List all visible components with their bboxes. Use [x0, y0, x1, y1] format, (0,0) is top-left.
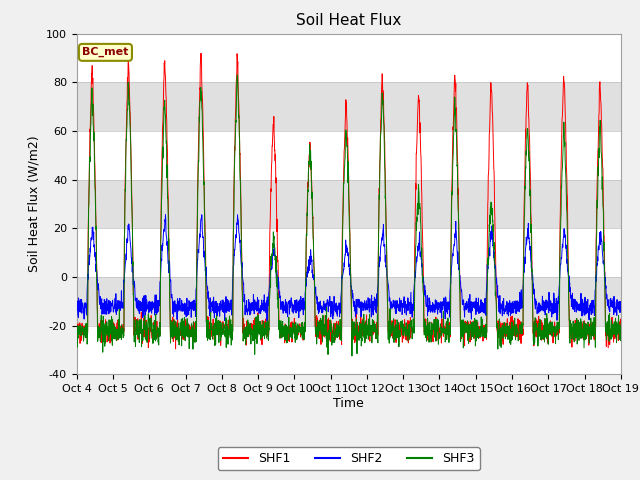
- SHF1: [584, 333, 592, 339]
- Bar: [77, 326, 621, 374]
- Title: Soil Heat Flux: Soil Heat Flux: [296, 13, 401, 28]
- Bar: [77, 228, 621, 277]
- SHF3: [365, 332, 372, 337]
- SHF1: [197, 50, 205, 56]
- SHF1: [73, 329, 81, 335]
- SHF2: [263, 318, 271, 324]
- SHF1: [377, 118, 385, 123]
- Line: SHF1: SHF1: [77, 53, 621, 349]
- Text: BC_met: BC_met: [82, 47, 129, 58]
- SHF3: [617, 321, 625, 327]
- Line: SHF3: SHF3: [77, 75, 621, 356]
- SHF3: [508, 330, 515, 336]
- SHF2: [365, 305, 372, 311]
- SHF3: [234, 72, 241, 78]
- SHF2: [73, 312, 81, 317]
- SHF1: [570, 325, 577, 331]
- SHF1: [225, 317, 233, 323]
- SHF3: [225, 333, 232, 338]
- SHF3: [570, 318, 577, 324]
- Bar: [77, 34, 621, 82]
- SHF2: [508, 300, 515, 306]
- Bar: [77, 82, 621, 131]
- SHF1: [508, 330, 515, 336]
- SHF1: [617, 328, 625, 334]
- X-axis label: Time: Time: [333, 397, 364, 410]
- SHF1: [172, 346, 179, 352]
- SHF2: [617, 299, 625, 304]
- SHF2: [225, 298, 232, 304]
- Y-axis label: Soil Heat Flux (W/m2): Soil Heat Flux (W/m2): [28, 136, 40, 272]
- Legend: SHF1, SHF2, SHF3: SHF1, SHF2, SHF3: [218, 447, 480, 470]
- Line: SHF2: SHF2: [77, 215, 621, 321]
- SHF3: [584, 328, 592, 334]
- Bar: [77, 131, 621, 180]
- SHF3: [73, 332, 81, 337]
- SHF2: [162, 212, 170, 217]
- Bar: [77, 277, 621, 326]
- SHF2: [377, 243, 385, 249]
- SHF3: [348, 353, 356, 359]
- SHF2: [570, 307, 577, 312]
- SHF1: [365, 328, 372, 334]
- Bar: [77, 180, 621, 228]
- SHF3: [377, 132, 385, 138]
- SHF2: [584, 305, 592, 311]
